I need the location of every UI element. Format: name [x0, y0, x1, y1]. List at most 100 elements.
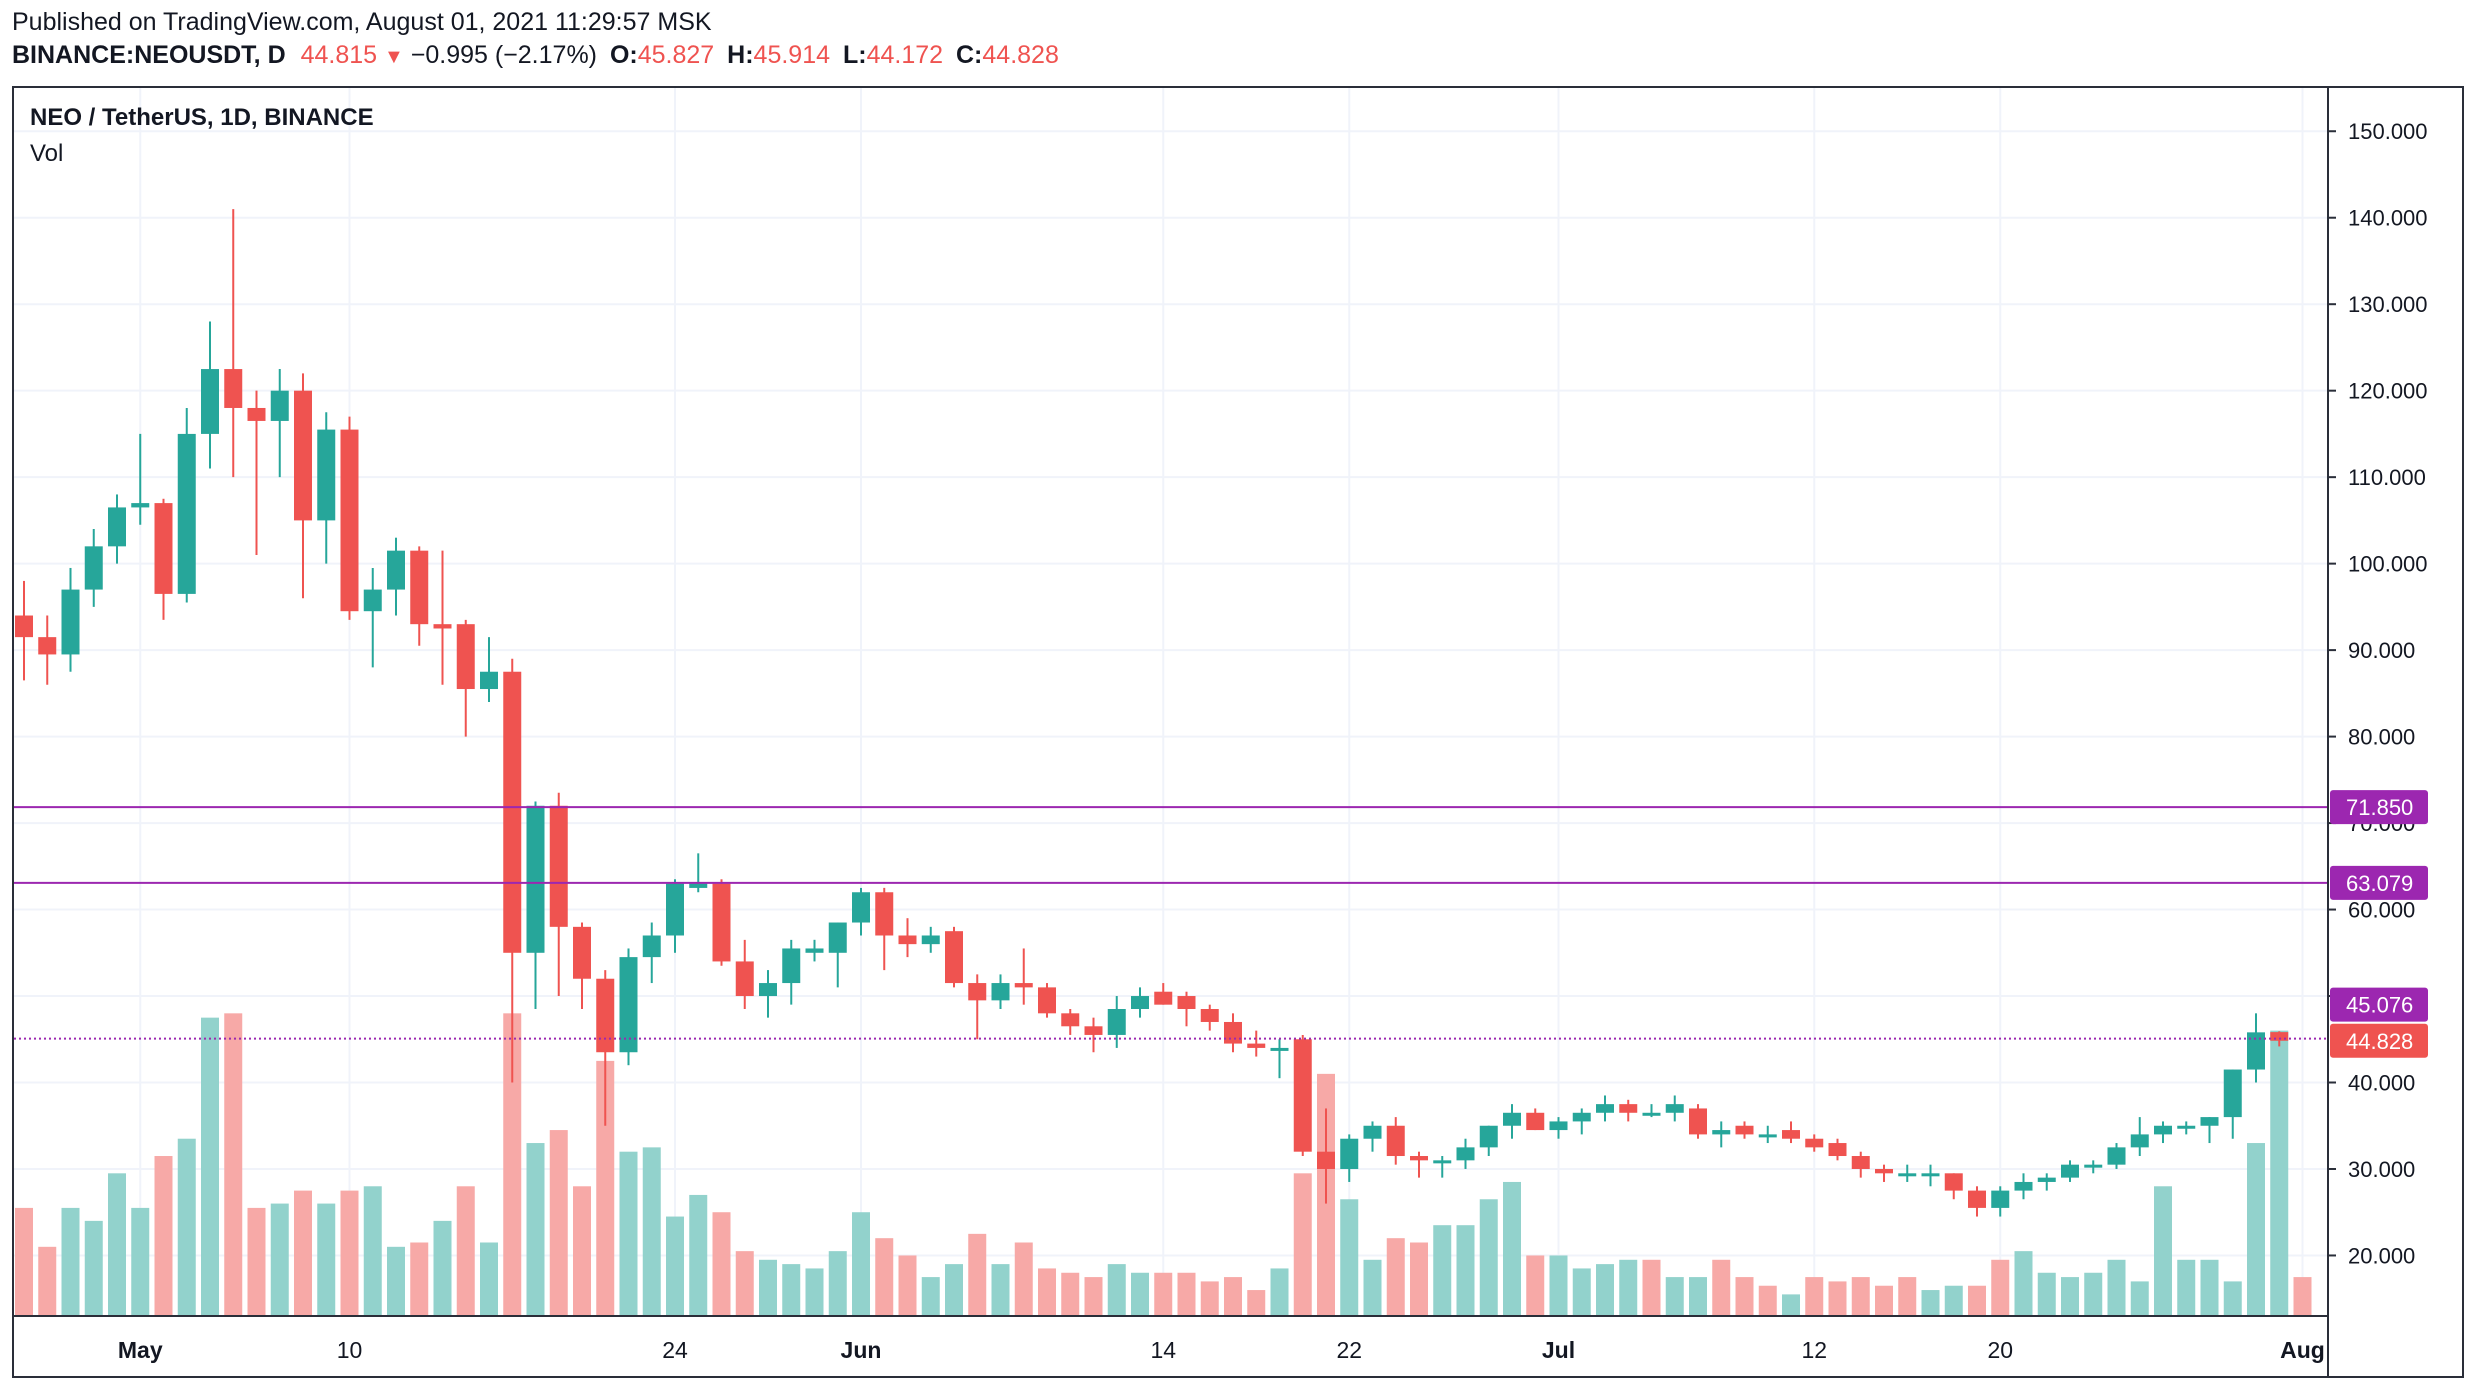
volume-bar: [1619, 1259, 1638, 1316]
time-tick-label: 12: [1801, 1337, 1827, 1363]
volume-bar: [945, 1264, 963, 1316]
price-tag-label: 45.076: [2346, 993, 2413, 1018]
volume-bar: [1107, 1264, 1126, 1316]
volume-bar: [1596, 1264, 1614, 1316]
volume-bar: [828, 1251, 847, 1316]
volume-bar: [596, 1060, 615, 1316]
volume-bar: [852, 1212, 870, 1316]
candle-body: [84, 546, 103, 590]
volume-bar: [1828, 1281, 1847, 1316]
candle-body: [224, 369, 243, 408]
price-tick-label: 120.000: [2348, 379, 2428, 404]
volume-bar: [1503, 1181, 1521, 1316]
candle-body: [1061, 1013, 1080, 1027]
low-label: L:: [842, 41, 867, 69]
volume-bar: [1665, 1277, 1684, 1316]
volume-bar: [2247, 1143, 2265, 1316]
volume-bar: [456, 1186, 475, 1316]
symbol-name: BINANCE:NEOUSDT, D: [12, 41, 286, 69]
volume-bar: [1991, 1259, 2010, 1316]
volume-bar: [1038, 1268, 1056, 1316]
price-chart[interactable]: 150.000 140.000 130.000 120.000 110.000 100.0…: [14, 88, 2462, 1376]
candle-body: [1851, 1156, 1870, 1169]
volume-bar: [898, 1255, 917, 1316]
time-tick-label: 20: [1987, 1337, 2013, 1363]
volume-bar: [805, 1268, 824, 1316]
candle-body: [1805, 1138, 1824, 1148]
candle-body: [2107, 1147, 2126, 1165]
time-tick-label: Jul: [1542, 1337, 1575, 1363]
candle-body: [2200, 1117, 2219, 1126]
time-tick-label: Jun: [841, 1337, 882, 1363]
candle-body: [1735, 1125, 1754, 1135]
candle-body: [2014, 1181, 2033, 1191]
candle-body: [991, 983, 1010, 1001]
volume-bars: [15, 1013, 2312, 1316]
candle-body: [1665, 1104, 1684, 1113]
volume-bar: [1061, 1272, 1080, 1316]
candle-body: [1224, 1021, 1242, 1044]
volume-bar: [782, 1264, 801, 1316]
candle-body: [317, 429, 336, 521]
last-price: 44.815: [300, 41, 378, 69]
candle-body: [782, 948, 801, 984]
price-tick-label: 100.000: [2348, 552, 2428, 577]
volume-bar: [2154, 1186, 2172, 1316]
volume-bar: [2061, 1277, 2079, 1316]
candle-body: [1898, 1173, 1917, 1177]
candle-body: [759, 983, 777, 997]
chart-header: Published on TradingView.com, August 01,…: [12, 8, 1512, 78]
candle-body: [2130, 1134, 2149, 1148]
candle-body: [2037, 1177, 2056, 1182]
chart-legend-title: NEO / TetherUS, 1D, BINANCE: [30, 104, 374, 131]
volume-bar: [1456, 1225, 1475, 1316]
candle-body: [1479, 1125, 1498, 1148]
candle-body: [526, 805, 545, 953]
time-tick-label: Aug: [2280, 1337, 2325, 1363]
candle-body: [1921, 1173, 1940, 1177]
grid-lines: [14, 88, 2328, 1316]
volume-bar: [247, 1207, 266, 1316]
volume-bar: [2223, 1281, 2242, 1316]
price-tick-label: 20.000: [2348, 1243, 2415, 1268]
candle-body: [131, 503, 150, 508]
candle-body: [387, 550, 405, 590]
candle-body: [2270, 1032, 2289, 1041]
candle-body: [1758, 1134, 1777, 1138]
volume-bar: [1782, 1294, 1800, 1316]
candle-body: [1386, 1125, 1405, 1157]
volume-bar: [108, 1173, 126, 1316]
volume-bar: [1410, 1242, 1428, 1316]
candle-body: [2177, 1125, 2196, 1129]
volume-bar: [1968, 1285, 1986, 1316]
candle-body: [1526, 1112, 1545, 1131]
candle-body: [1689, 1108, 1707, 1135]
candle-body: [2154, 1125, 2172, 1135]
candle-body: [1107, 1009, 1126, 1035]
candle-body: [689, 883, 708, 888]
volume-bar: [177, 1138, 196, 1316]
candle-body: [1712, 1130, 1731, 1135]
price-tags: 71.850 63.079 45.076 44.828: [2330, 790, 2428, 1058]
candle-body: [1828, 1143, 1847, 1157]
candle-body: [1340, 1138, 1359, 1169]
volume-bar: [84, 1220, 103, 1316]
candle-body: [480, 671, 498, 690]
volume-bar: [735, 1251, 754, 1316]
chart-frame: [12, 86, 2464, 1378]
candle-body: [1596, 1104, 1614, 1113]
volume-bar: [549, 1130, 568, 1316]
volume-bar: [1270, 1268, 1289, 1316]
volume-bar: [38, 1246, 57, 1316]
volume-bar: [1921, 1290, 1940, 1316]
candle-body: [2084, 1164, 2103, 1168]
candle-body: [875, 892, 894, 936]
candle-body: [828, 922, 847, 953]
candle-body: [1131, 996, 1149, 1009]
volume-bar: [1642, 1259, 1661, 1316]
volume-bar: [1851, 1277, 1870, 1316]
close-label: C:: [956, 41, 983, 69]
volume-bar: [340, 1190, 359, 1316]
volume-bar: [15, 1207, 33, 1316]
candle-body: [1619, 1104, 1638, 1113]
